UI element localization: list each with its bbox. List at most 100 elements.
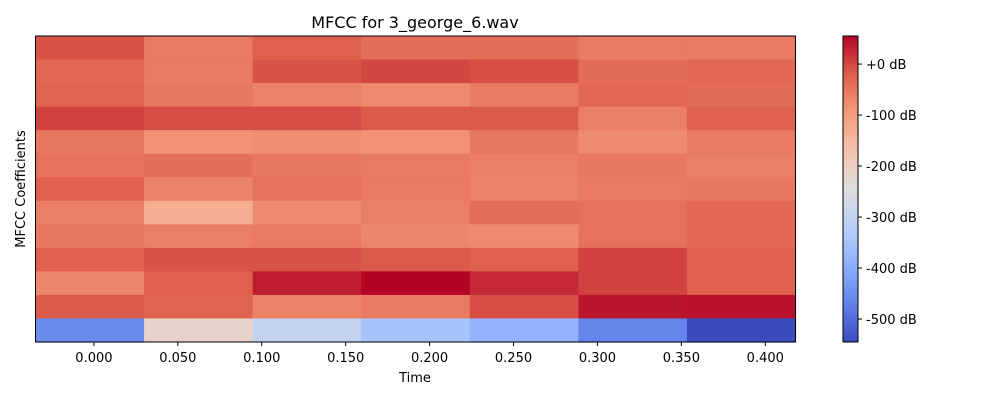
heatmap-cell [252, 294, 362, 320]
heatmap-cell [361, 153, 471, 178]
colorbar-frame [842, 35, 859, 343]
heatmap-cell [578, 224, 688, 249]
heatmap-cell [35, 294, 145, 320]
heatmap-cell [144, 83, 254, 108]
heatmap-cell [144, 59, 254, 84]
heatmap-cell [578, 36, 688, 61]
heatmap-cell [35, 177, 145, 202]
heatmap-cell [144, 130, 254, 155]
heatmap-cell [578, 106, 688, 131]
x-tick-label: 0.100 [243, 351, 280, 366]
x-axis-label: Time [398, 371, 431, 386]
heatmap-cell [144, 224, 254, 249]
heatmap-cell [578, 294, 688, 320]
heatmap-cell [35, 153, 145, 178]
colorbar-tick-label: -100 dB [866, 109, 917, 124]
heatmap-cell [35, 59, 145, 84]
chart-title: MFCC for 3_george_6.wav [311, 13, 518, 33]
colorbar-tick-label: -500 dB [866, 313, 917, 328]
heatmap-cell [361, 224, 471, 249]
heatmap-cell [578, 271, 688, 296]
heatmap-cell [35, 36, 145, 61]
heatmap-cell [686, 318, 797, 343]
heatmap-cell [144, 271, 254, 296]
heatmap-cell [361, 83, 471, 108]
heatmap-cell [252, 271, 362, 296]
heatmap-cell [35, 247, 145, 272]
heatmap-cell [686, 224, 797, 249]
x-tick-label: 0.400 [747, 351, 784, 366]
heatmap-cell [469, 177, 579, 202]
colorbar-tick-label: -400 dB [866, 262, 917, 277]
heatmap-cells [35, 36, 797, 343]
heatmap-cell [35, 200, 145, 225]
heatmap-cell [35, 271, 145, 296]
heatmap-cell [686, 177, 797, 202]
heatmap-cell [469, 83, 579, 108]
heatmap-cell [686, 130, 797, 155]
heatmap-cell [469, 36, 579, 61]
heatmap-cell [361, 247, 471, 272]
heatmap-cell [686, 153, 797, 178]
x-tick-label: 0.300 [579, 351, 616, 366]
heatmap-cell [252, 106, 362, 131]
heatmap-cell [361, 294, 471, 320]
heatmap-cell [361, 271, 471, 296]
heatmap-cell [252, 224, 362, 249]
heatmap-cell [686, 247, 797, 272]
x-tick-label: 0.150 [327, 351, 364, 366]
heatmap-cell [35, 106, 145, 131]
heatmap-cell [35, 318, 145, 343]
heatmap-cell [469, 59, 579, 84]
y-axis-label: MFCC Coefficients [14, 130, 29, 248]
heatmap-cell [35, 130, 145, 155]
heatmap-cell [361, 130, 471, 155]
heatmap-cell [469, 247, 579, 272]
heatmap-cell [144, 247, 254, 272]
heatmap-cell [144, 177, 254, 202]
heatmap-cell [469, 106, 579, 131]
heatmap-cell [686, 294, 797, 320]
heatmap-cell [686, 59, 797, 84]
heatmap-cell [252, 177, 362, 202]
colorbar-tick-label: -200 dB [866, 160, 917, 175]
heatmap-cell [469, 130, 579, 155]
heatmap-cell [469, 318, 579, 343]
heatmap-cell [35, 224, 145, 249]
colorbar-tick-label: -300 dB [866, 211, 917, 226]
heatmap-cell [252, 247, 362, 272]
heatmap-cell [252, 153, 362, 178]
heatmap-cell [144, 153, 254, 178]
heatmap-cell [686, 36, 797, 61]
heatmap-cell [686, 200, 797, 225]
heatmap-cell [144, 106, 254, 131]
heatmap-cell [252, 83, 362, 108]
colorbar-ticks: +0 dB -100 dB -200 dB -300 dB -400 dB -500 dB [858, 58, 917, 328]
heatmap-cell [361, 177, 471, 202]
colorbar-tick-label: +0 dB [866, 58, 906, 73]
heatmap-cell [578, 247, 688, 272]
heatmap-cell [252, 130, 362, 155]
heatmap-cell [469, 271, 579, 296]
heatmap-cell [469, 294, 579, 320]
x-tick-label: 0.250 [495, 351, 532, 366]
heatmap-cell [469, 224, 579, 249]
heatmap-cell [144, 36, 254, 61]
heatmap-cell [686, 106, 797, 131]
x-axis-ticks: 0.000 0.050 0.100 0.150 0.200 0.250 0.300 0.350… [75, 342, 784, 366]
heatmap-cell [469, 200, 579, 225]
heatmap-cell [144, 294, 254, 320]
heatmap-cell [578, 318, 688, 343]
x-tick-label: 0.050 [159, 351, 196, 366]
heatmap-cell [361, 59, 471, 84]
heatmap-cell [361, 318, 471, 343]
heatmap-cell [35, 83, 145, 108]
heatmap-cell [578, 130, 688, 155]
heatmap-cell [578, 83, 688, 108]
x-tick-label: 0.350 [663, 351, 700, 366]
heatmap-cell [252, 200, 362, 225]
heatmap-cell [578, 200, 688, 225]
x-tick-label: 0.000 [75, 351, 112, 366]
heatmap-cell [144, 318, 254, 343]
